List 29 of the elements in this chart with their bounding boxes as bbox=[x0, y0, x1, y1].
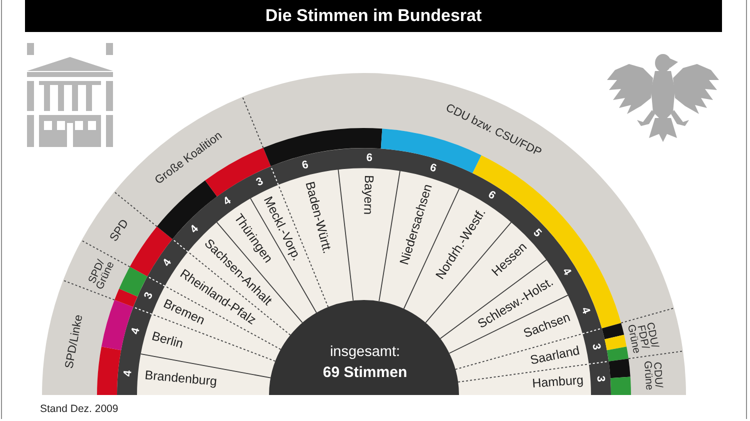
data-label: 3 bbox=[594, 375, 607, 382]
data-label: 4 bbox=[578, 306, 592, 316]
data-label: 6 bbox=[486, 188, 498, 202]
data-label: 6 bbox=[300, 158, 310, 172]
chart-title: Die Stimmen im Bundesrat bbox=[25, 0, 722, 32]
data-label: 5 bbox=[530, 226, 544, 240]
data-label: 4 bbox=[188, 222, 202, 236]
slice-label: CDU/Grüne bbox=[641, 360, 665, 391]
data-label: 4 bbox=[560, 266, 574, 278]
data-label: 6 bbox=[366, 152, 373, 164]
slice-label: Bayern bbox=[361, 174, 376, 215]
slice-label: CDU/FDP/Grüne bbox=[624, 321, 661, 355]
slice-label: Saarland bbox=[528, 343, 581, 368]
data-label: 4 bbox=[129, 326, 143, 336]
data-label: 3 bbox=[142, 290, 156, 301]
slice-label: SPD/Grüne bbox=[86, 258, 117, 292]
data-label: 4 bbox=[122, 368, 134, 378]
slice-label: Berlin bbox=[150, 328, 185, 352]
slice-label: SPD/Linke bbox=[64, 314, 86, 370]
slice-label: Hamburg bbox=[532, 373, 584, 390]
data-label: 4 bbox=[160, 256, 174, 269]
data-label: 6 bbox=[428, 162, 438, 175]
slice-label: Brandenburg bbox=[144, 368, 218, 389]
data-label: 3 bbox=[590, 342, 603, 351]
text: insgesamt: bbox=[330, 344, 400, 360]
data-label: 4 bbox=[221, 194, 234, 208]
text: Stand Dez. 2009 bbox=[40, 403, 118, 415]
text: 69 Stimmen bbox=[322, 364, 408, 381]
data-label: 3 bbox=[254, 175, 266, 189]
